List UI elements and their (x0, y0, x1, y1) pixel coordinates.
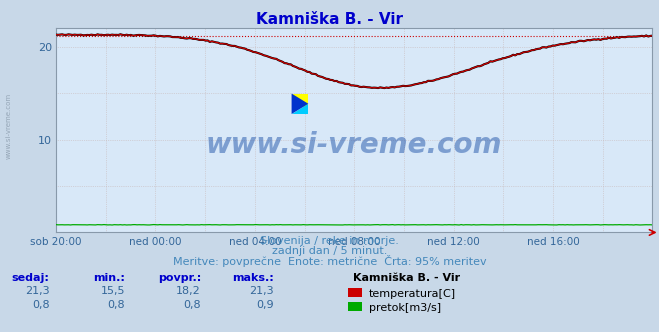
Text: 0,8: 0,8 (32, 300, 49, 310)
Text: povpr.:: povpr.: (158, 273, 201, 283)
Text: www.si-vreme.com: www.si-vreme.com (206, 130, 502, 159)
Text: 0,8: 0,8 (107, 300, 125, 310)
Polygon shape (291, 94, 308, 114)
Text: maks.:: maks.: (232, 273, 273, 283)
Text: Meritve: povprečne  Enote: metrične  Črta: 95% meritev: Meritve: povprečne Enote: metrične Črta:… (173, 255, 486, 267)
Text: Slovenija / reke in morje.: Slovenija / reke in morje. (260, 236, 399, 246)
Text: min.:: min.: (94, 273, 125, 283)
Text: 18,2: 18,2 (176, 286, 201, 296)
Text: 21,3: 21,3 (249, 286, 273, 296)
Text: sedaj:: sedaj: (12, 273, 49, 283)
Text: Kamniška B. - Vir: Kamniška B. - Vir (353, 273, 460, 283)
Text: 21,3: 21,3 (25, 286, 49, 296)
Text: zadnji dan / 5 minut.: zadnji dan / 5 minut. (272, 246, 387, 256)
Text: temperatura[C]: temperatura[C] (369, 289, 456, 299)
Text: 15,5: 15,5 (101, 286, 125, 296)
Text: Kamniška B. - Vir: Kamniška B. - Vir (256, 12, 403, 27)
Text: 0,8: 0,8 (183, 300, 201, 310)
Polygon shape (291, 94, 308, 114)
Polygon shape (291, 104, 308, 114)
Text: 0,9: 0,9 (256, 300, 273, 310)
Text: pretok[m3/s]: pretok[m3/s] (369, 303, 441, 313)
Text: www.si-vreme.com: www.si-vreme.com (5, 93, 12, 159)
